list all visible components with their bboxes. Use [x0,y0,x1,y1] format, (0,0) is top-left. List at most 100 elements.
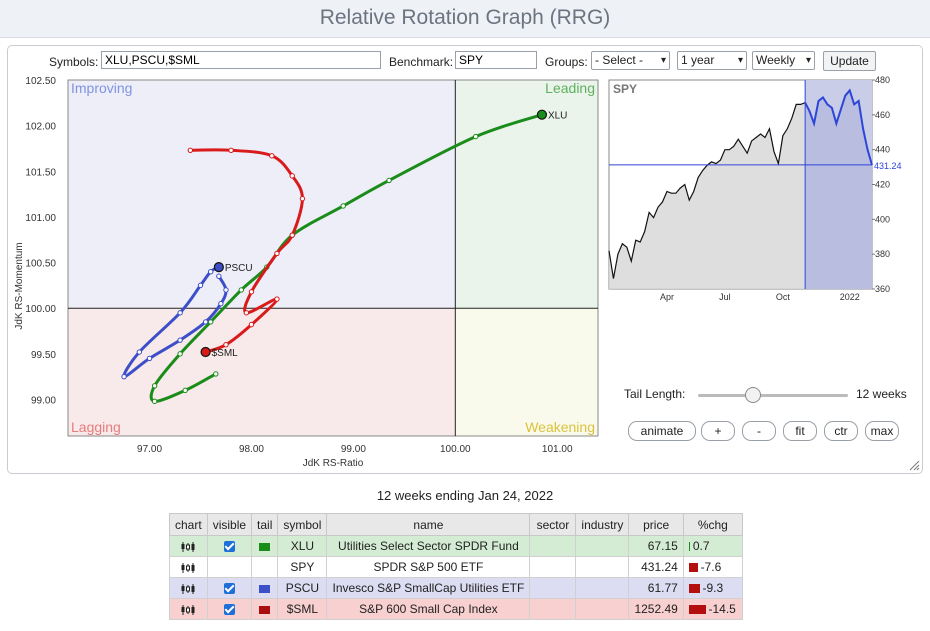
chevron-down-icon: ▾ [805,55,811,66]
table-row[interactable]: XLU Utilities Select Sector SPDR Fund 67.1… [169,535,743,557]
tail-point-pscu [177,337,183,343]
change-value: -9.3 [702,581,724,595]
sector-cell [529,556,577,578]
change-bar [688,605,706,615]
column-header-industry[interactable]: industry [575,513,630,536]
visible-checkbox[interactable] [223,583,235,595]
table-row[interactable]: SPY SPDR S&P 500 ETF 431.24 -7.6 [169,556,743,578]
max-button[interactable]: max [865,421,899,441]
groups-select[interactable]: - Select - ▾ [591,51,670,70]
spy-y-tick-label: 360 [875,284,890,294]
column-header-sector[interactable]: sector [529,513,577,536]
change-bar [688,584,700,594]
quadrant-label-leading: Leading [545,80,595,96]
visible-cell[interactable] [206,556,253,578]
spy-y-tick-label: 460 [875,110,890,120]
sector-cell [529,535,577,557]
update-button[interactable]: Update [823,51,876,71]
visible-cell[interactable] [206,535,253,557]
quadrant-label-lagging: Lagging [71,419,121,435]
candlestick-chart-icon[interactable] [181,604,195,616]
change-cell: -14.5 [682,598,743,620]
change-bar [688,542,690,552]
rrg-y-tick-label: 100.00 [25,304,56,315]
center-button[interactable]: ctr [824,421,858,441]
tail-color-swatch[interactable] [259,584,271,593]
rrg-y-tick-label: 99.00 [31,395,56,406]
chart-cell[interactable] [169,577,208,599]
tail-point-pscu [136,349,143,355]
tail-point-sml [228,147,234,153]
candlestick-chart-icon[interactable] [181,562,195,574]
tail-color-swatch[interactable] [259,605,271,614]
tail-cell[interactable] [251,577,279,599]
tail-cell[interactable] [251,556,279,578]
table-row[interactable]: PSCU Invesco S&P SmallCap Utilities ETF 61… [169,577,743,599]
tail-cell[interactable] [251,535,279,557]
benchmark-label: Benchmark: [389,55,454,69]
rrg-chart: Improving Leading Lagging Weakening 97.00 98… [14,76,599,469]
resize-handle-icon[interactable] [908,459,920,471]
candlestick-chart-icon[interactable] [181,541,195,553]
spy-y-tick-label: 480 [875,75,890,85]
tail-point-xlu [340,203,346,209]
rrg-y-tick-label: 99.50 [31,350,56,361]
tail-point-pscu [216,273,222,279]
symbol-cell: $SML [277,598,328,620]
visible-cell[interactable] [206,577,253,599]
tail-point-sml [299,195,306,202]
quadrant-weakening [455,308,598,436]
chart-cell[interactable] [169,556,208,578]
benchmark-input[interactable] [455,51,537,69]
visible-cell[interactable] [206,598,253,620]
change-value: -14.5 [708,602,736,616]
visible-checkbox[interactable] [223,541,235,553]
column-header-name[interactable]: name [326,513,531,536]
head-point-xlu [536,109,548,120]
symbols-label: Symbols: [49,55,99,69]
column-header-chart[interactable]: chart [169,513,208,536]
tail-point-sml [274,250,280,257]
spy-chart-title: SPY [613,82,637,96]
toolbar: Symbols: Benchmark: Groups: - Select -▾ … [8,50,922,74]
tail-length-label: Tail Length: [624,387,686,401]
spy-y-tick-label: 420 [875,180,890,190]
tail-cell[interactable] [251,598,279,620]
table-row[interactable]: $SML S&P 600 Small Cap Index 1252.49 -14.5 [169,598,743,620]
period-select-value: 1 year [681,53,715,67]
column-header-visible[interactable]: visible [206,513,253,536]
tail-point-xlu [238,287,244,293]
spy-price-line-recent [804,88,873,166]
name-cell: Utilities Select Sector SPDR Fund [326,535,531,557]
tail-length-slider[interactable] [698,394,848,397]
column-header-tail[interactable]: tail [251,513,279,536]
interval-select[interactable]: Weekly ▾ [752,51,815,70]
period-select[interactable]: 1 year ▾ [677,51,747,70]
fit-button[interactable]: fit [783,421,817,441]
visible-checkbox[interactable] [223,604,235,616]
chart-cell[interactable] [169,535,208,557]
rrg-x-tick-label: 99.00 [341,444,366,455]
spy-x-tick-label: Apr [660,292,674,302]
sector-cell [529,577,577,599]
change-cell: -9.3 [682,577,743,599]
animate-button[interactable]: animate [628,421,696,441]
tail-point-sml [243,310,250,316]
symbols-input[interactable] [101,51,381,69]
rrg-panel: Symbols: Benchmark: Groups: - Select -▾ … [7,45,923,474]
chart-cell[interactable] [169,598,208,620]
spy-x-tick-label: 2022 [840,292,860,302]
column-header-chg[interactable]: %chg [682,513,743,536]
column-header-symbol[interactable]: symbol [277,513,328,536]
price-cell: 431.24 [628,556,684,578]
column-header-price[interactable]: price [628,513,684,536]
zoom-out-button[interactable]: - [742,421,776,441]
industry-cell [575,577,630,599]
series-label-pscu: PSCU [225,263,253,274]
tail-color-swatch[interactable] [259,542,271,551]
zoom-in-button[interactable]: + [701,421,735,441]
summary-text: 12 weeks ending Jan 24, 2022 [376,488,554,503]
rrg-x-tick-label: 98.00 [239,444,264,455]
candlestick-chart-icon[interactable] [181,583,195,595]
tail-length-slider-handle[interactable] [745,387,761,403]
